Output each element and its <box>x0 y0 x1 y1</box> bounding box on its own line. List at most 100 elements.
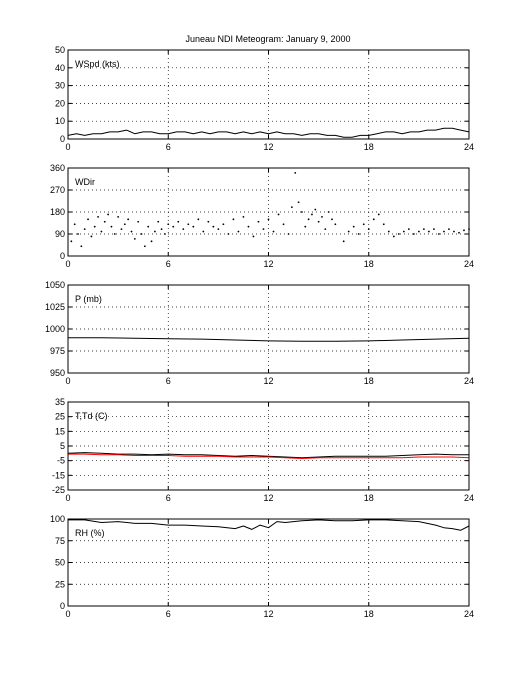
x-tick-label: 18 <box>364 609 374 619</box>
data-point <box>73 223 76 226</box>
data-point <box>222 223 225 226</box>
y-tick-label: 90 <box>55 229 65 239</box>
data-point <box>100 230 103 233</box>
x-tick-label: 12 <box>263 376 273 386</box>
data-point <box>458 231 460 234</box>
data-point <box>227 233 230 235</box>
data-point <box>117 215 120 218</box>
x-tick-label: 6 <box>166 376 171 386</box>
data-point <box>110 225 113 228</box>
data-point <box>301 211 303 213</box>
data-point <box>232 218 235 221</box>
data-point <box>103 220 106 223</box>
x-tick-label: 0 <box>65 142 70 152</box>
data-point <box>362 223 365 226</box>
data-point <box>80 245 83 248</box>
x-tick-label: 12 <box>263 142 273 152</box>
data-point <box>297 201 300 204</box>
series-line-0 <box>67 127 470 138</box>
data-point <box>314 208 317 211</box>
data-point <box>387 230 390 233</box>
y-tick-label: 1025 <box>45 302 65 312</box>
data-point <box>347 230 350 233</box>
data-point <box>202 230 205 233</box>
y-tick-label: 360 <box>50 163 65 173</box>
data-point <box>443 230 445 233</box>
x-tick-label: 6 <box>166 259 171 269</box>
data-point <box>192 225 195 228</box>
data-point <box>377 213 380 216</box>
x-tick-label: 12 <box>263 493 273 503</box>
data-point <box>127 218 130 221</box>
data-point <box>120 228 123 231</box>
x-tick-label: 12 <box>263 609 273 619</box>
data-point <box>187 223 190 226</box>
data-point <box>70 240 73 243</box>
data-point <box>334 223 337 226</box>
x-tick-label: 24 <box>464 142 474 152</box>
data-point <box>357 233 360 235</box>
data-point <box>412 233 415 235</box>
x-tick-label: 18 <box>364 142 374 152</box>
panel-3: 0 6 12 18 24 -25 -15 -5 5 15 25 35 T,Td (C) <box>52 397 474 503</box>
y-tick-label: 180 <box>50 207 65 217</box>
x-tick-label: 0 <box>65 259 70 269</box>
x-tick-label: 12 <box>263 259 273 269</box>
data-point <box>242 215 245 218</box>
y-tick-label: -25 <box>52 485 65 495</box>
x-tick-label: 24 <box>464 609 474 619</box>
data-point <box>164 233 166 235</box>
panel-label: WDir <box>75 177 95 187</box>
data-point <box>272 230 275 233</box>
data-point <box>382 223 385 226</box>
y-tick-label: 100 <box>50 514 65 524</box>
y-tick-label: 270 <box>50 185 65 195</box>
data-point <box>123 223 126 226</box>
data-point <box>321 215 323 218</box>
data-point <box>277 213 280 216</box>
data-point <box>304 225 307 228</box>
data-point <box>311 213 313 216</box>
data-point <box>147 225 150 228</box>
data-point <box>402 230 405 233</box>
data-point <box>417 230 420 233</box>
data-point <box>397 233 400 235</box>
x-tick-label: 18 <box>364 493 374 503</box>
x-tick-label: 6 <box>166 493 171 503</box>
data-point <box>77 233 79 235</box>
y-tick-label: -5 <box>57 456 65 466</box>
data-point <box>262 228 265 231</box>
data-point <box>324 228 327 231</box>
data-point <box>317 220 320 223</box>
data-point <box>267 218 270 221</box>
data-point <box>113 233 116 235</box>
y-tick-label: 40 <box>55 63 65 73</box>
data-point <box>367 228 370 231</box>
data-point <box>167 223 170 226</box>
y-tick-label: 0 <box>60 134 65 144</box>
data-point <box>438 233 440 235</box>
data-point <box>433 228 435 231</box>
data-point <box>207 220 210 223</box>
figure-title: Juneau NDI Meteogram: January 9, 2000 <box>185 34 350 44</box>
data-point <box>331 218 333 221</box>
y-tick-label: -15 <box>52 470 65 480</box>
x-tick-label: 0 <box>65 609 70 619</box>
data-point <box>307 218 310 221</box>
data-point <box>448 228 450 231</box>
y-tick-label: 20 <box>55 98 65 108</box>
y-tick-label: 1000 <box>45 324 65 334</box>
y-tick-label: 30 <box>55 81 65 91</box>
y-tick-label: 50 <box>55 558 65 568</box>
data-point <box>342 240 345 243</box>
x-tick-label: 24 <box>464 376 474 386</box>
x-tick-label: 0 <box>65 493 70 503</box>
x-tick-label: 24 <box>464 259 474 269</box>
data-point <box>172 225 175 228</box>
series-line-0 <box>68 519 470 531</box>
data-point <box>287 233 290 235</box>
y-tick-label: 10 <box>55 116 65 126</box>
y-tick-label: 25 <box>55 579 65 589</box>
panel-0: 0 6 12 18 24 0 10 20 30 40 50 WSpd (kts) <box>55 45 474 152</box>
data-point <box>422 228 425 231</box>
